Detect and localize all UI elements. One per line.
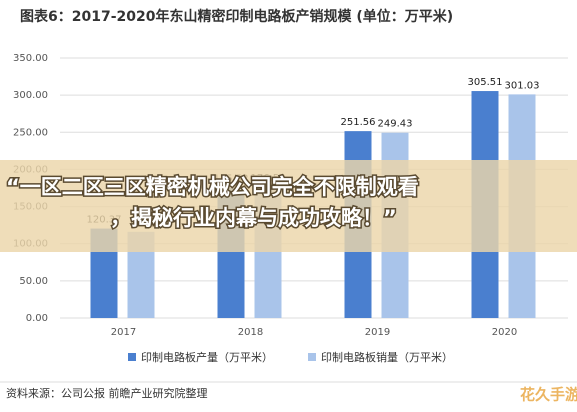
value-label: 249.43	[378, 119, 413, 130]
value-label: 301.03	[505, 80, 540, 91]
x-tick-label: 2020	[492, 327, 517, 338]
y-tick-label: 0.00	[26, 313, 48, 324]
legend-label: 印制电路板产量（万平米）	[141, 350, 273, 364]
x-tick-label: 2017	[111, 327, 136, 338]
value-label: 305.51	[468, 77, 503, 88]
y-tick-label: 300.00	[13, 90, 48, 101]
legend-swatch	[308, 353, 316, 361]
source: 资料来源：公司公报 前瞻产业研究院整理	[6, 386, 208, 400]
banner-text: “一区二区三区精密机械公司完全不限制观看	[6, 175, 419, 199]
y-tick-label: 50.00	[19, 276, 48, 287]
y-tick-label: 250.00	[13, 127, 48, 138]
value-label: 251.56	[341, 117, 376, 128]
watermark: 花久手游	[520, 386, 577, 404]
chart-title: 图表6：2017-2020年东山精密印制电路板产销规模 (单位：万平米)	[20, 8, 453, 25]
legend-label: 印制电路板销量（万平米）	[321, 350, 453, 364]
banner-text: ，揭秘行业内幕与成功攻略！”	[110, 206, 397, 230]
x-tick-label: 2019	[365, 327, 390, 338]
y-tick-label: 350.00	[13, 53, 48, 64]
legend-swatch	[128, 353, 136, 361]
x-tick-label: 2018	[238, 327, 263, 338]
banner-bg	[0, 160, 577, 252]
